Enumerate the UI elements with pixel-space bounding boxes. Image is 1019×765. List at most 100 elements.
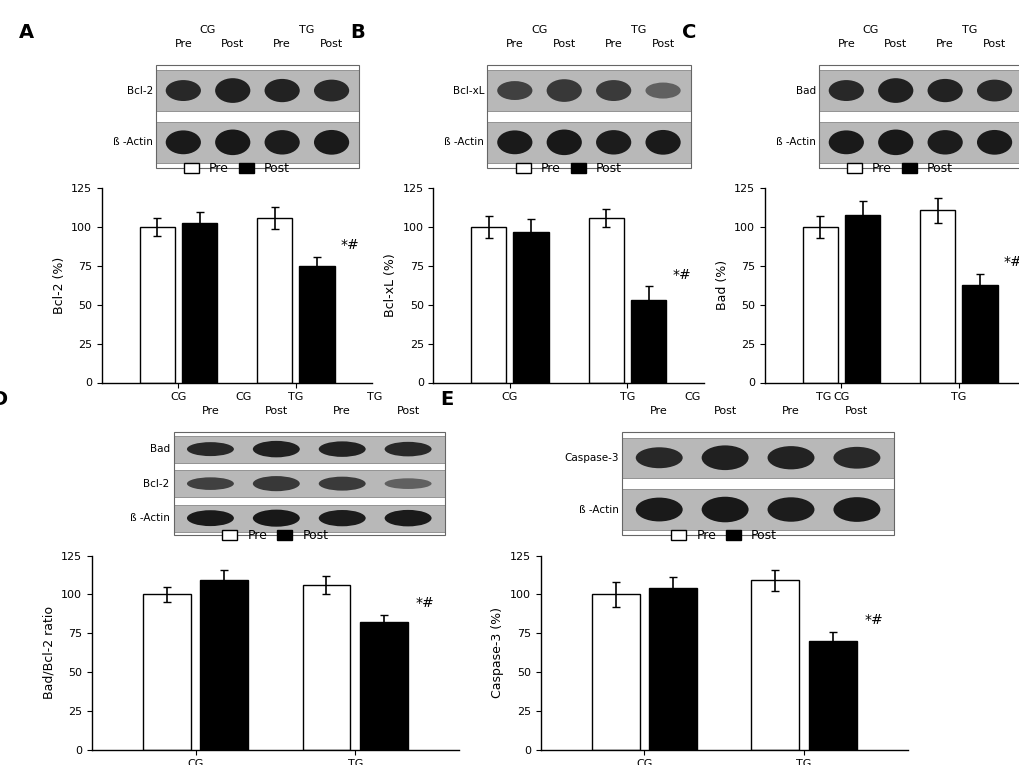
Legend: Pre, Post: Pre, Post bbox=[513, 160, 624, 177]
Ellipse shape bbox=[186, 477, 233, 490]
FancyBboxPatch shape bbox=[622, 490, 893, 529]
Bar bbox=[303, 585, 351, 750]
Bar bbox=[173, 432, 444, 536]
FancyBboxPatch shape bbox=[173, 435, 444, 463]
Ellipse shape bbox=[827, 80, 863, 101]
Text: Post: Post bbox=[713, 406, 736, 416]
Bar bbox=[802, 227, 837, 382]
Ellipse shape bbox=[766, 497, 814, 522]
Text: *#: *# bbox=[672, 268, 690, 282]
Text: Post: Post bbox=[552, 39, 576, 49]
FancyBboxPatch shape bbox=[487, 70, 690, 111]
Text: Pre: Pre bbox=[333, 406, 351, 416]
Text: Pre: Pre bbox=[782, 406, 799, 416]
Ellipse shape bbox=[976, 80, 1011, 102]
Ellipse shape bbox=[165, 80, 201, 101]
Bar bbox=[257, 218, 292, 382]
Text: Post: Post bbox=[982, 39, 1005, 49]
Ellipse shape bbox=[701, 496, 748, 522]
Text: Post: Post bbox=[265, 406, 287, 416]
Bar bbox=[181, 223, 217, 382]
Text: A: A bbox=[19, 23, 35, 42]
Y-axis label: Bad (%): Bad (%) bbox=[715, 260, 728, 311]
Text: Post: Post bbox=[651, 39, 674, 49]
Text: Post: Post bbox=[845, 406, 867, 416]
Ellipse shape bbox=[253, 509, 300, 526]
Y-axis label: Caspase-3 (%): Caspase-3 (%) bbox=[491, 607, 503, 698]
Text: ß -Actin: ß -Actin bbox=[578, 505, 618, 515]
Text: Post: Post bbox=[320, 39, 342, 49]
Ellipse shape bbox=[264, 130, 300, 155]
Legend: Pre, Post: Pre, Post bbox=[844, 160, 955, 177]
Ellipse shape bbox=[833, 497, 879, 522]
Ellipse shape bbox=[314, 80, 348, 102]
Ellipse shape bbox=[186, 510, 233, 526]
Ellipse shape bbox=[318, 510, 366, 526]
Text: B: B bbox=[351, 23, 365, 42]
Ellipse shape bbox=[546, 129, 581, 155]
Legend: Pre, Post: Pre, Post bbox=[220, 527, 330, 545]
Ellipse shape bbox=[877, 78, 912, 103]
Ellipse shape bbox=[314, 130, 348, 155]
Bar bbox=[648, 588, 696, 750]
Y-axis label: Bad/Bcl-2 ratio: Bad/Bcl-2 ratio bbox=[43, 606, 55, 699]
Text: Pre: Pre bbox=[604, 39, 622, 49]
FancyBboxPatch shape bbox=[487, 122, 690, 162]
Ellipse shape bbox=[318, 441, 366, 457]
Text: *#: *# bbox=[340, 238, 359, 252]
Text: Bad: Bad bbox=[150, 444, 169, 454]
Ellipse shape bbox=[645, 130, 680, 155]
Text: Post: Post bbox=[396, 406, 419, 416]
Bar bbox=[751, 581, 799, 750]
Bar bbox=[300, 266, 334, 382]
Text: Post: Post bbox=[883, 39, 907, 49]
Text: *#: *# bbox=[864, 613, 882, 627]
Ellipse shape bbox=[635, 448, 682, 468]
Bar bbox=[140, 227, 174, 382]
Bar bbox=[588, 218, 624, 382]
Y-axis label: Bcl-xL (%): Bcl-xL (%) bbox=[384, 253, 396, 317]
Text: Pre: Pre bbox=[202, 406, 219, 416]
FancyBboxPatch shape bbox=[156, 122, 359, 162]
Bar bbox=[156, 65, 359, 168]
Text: Pre: Pre bbox=[650, 406, 667, 416]
Text: E: E bbox=[440, 390, 453, 409]
Bar bbox=[143, 594, 191, 750]
Text: Bcl-2: Bcl-2 bbox=[144, 479, 169, 489]
Ellipse shape bbox=[186, 442, 233, 456]
Ellipse shape bbox=[926, 79, 962, 103]
Text: TG: TG bbox=[299, 24, 314, 34]
Text: D: D bbox=[0, 390, 7, 409]
Text: Pre: Pre bbox=[273, 39, 290, 49]
Text: ß -Actin: ß -Actin bbox=[129, 513, 169, 523]
Ellipse shape bbox=[496, 81, 532, 100]
Text: C: C bbox=[682, 23, 696, 42]
Text: Post: Post bbox=[221, 39, 245, 49]
Ellipse shape bbox=[976, 130, 1011, 155]
Ellipse shape bbox=[384, 442, 431, 457]
Text: ß -Actin: ß -Actin bbox=[444, 138, 484, 148]
Ellipse shape bbox=[595, 130, 631, 155]
FancyBboxPatch shape bbox=[818, 70, 1019, 111]
Text: Bad: Bad bbox=[795, 86, 815, 96]
Text: TG: TG bbox=[961, 24, 976, 34]
Legend: Pre, Post: Pre, Post bbox=[181, 160, 292, 177]
Ellipse shape bbox=[165, 130, 201, 155]
Ellipse shape bbox=[701, 445, 748, 470]
Ellipse shape bbox=[264, 79, 300, 103]
Ellipse shape bbox=[253, 476, 300, 491]
Ellipse shape bbox=[766, 446, 814, 470]
Bar bbox=[471, 227, 505, 382]
Text: *#: *# bbox=[416, 596, 434, 610]
FancyBboxPatch shape bbox=[173, 505, 444, 532]
Text: Pre: Pre bbox=[174, 39, 192, 49]
Bar bbox=[919, 210, 955, 382]
Text: Caspase-3: Caspase-3 bbox=[564, 453, 618, 463]
Legend: Pre, Post: Pre, Post bbox=[668, 527, 779, 545]
Text: *#: *# bbox=[1003, 255, 1019, 269]
Ellipse shape bbox=[215, 78, 250, 103]
Ellipse shape bbox=[546, 80, 581, 102]
Ellipse shape bbox=[496, 130, 532, 155]
Bar bbox=[513, 232, 548, 382]
Text: Pre: Pre bbox=[837, 39, 854, 49]
